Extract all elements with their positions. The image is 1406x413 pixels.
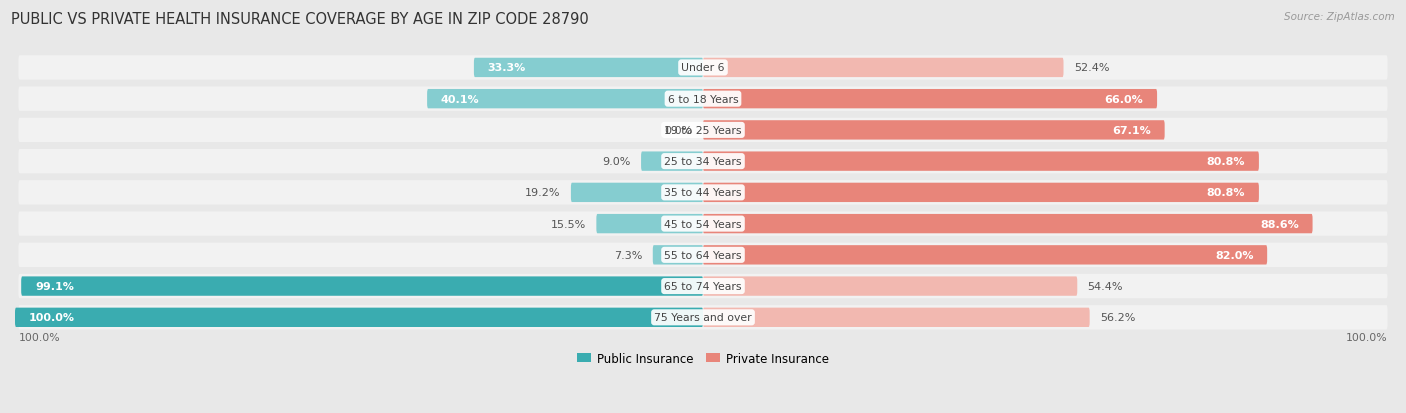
FancyBboxPatch shape: [18, 305, 1388, 330]
Text: 82.0%: 82.0%: [1215, 250, 1253, 260]
FancyBboxPatch shape: [641, 152, 703, 171]
Text: 6 to 18 Years: 6 to 18 Years: [668, 95, 738, 104]
Text: 54.4%: 54.4%: [1088, 281, 1123, 292]
FancyBboxPatch shape: [18, 150, 1388, 174]
Text: 19 to 25 Years: 19 to 25 Years: [664, 126, 742, 135]
FancyBboxPatch shape: [703, 214, 1313, 234]
Legend: Public Insurance, Private Insurance: Public Insurance, Private Insurance: [572, 347, 834, 370]
FancyBboxPatch shape: [18, 243, 1388, 267]
Text: 75 Years and over: 75 Years and over: [654, 313, 752, 323]
Text: 7.3%: 7.3%: [614, 250, 643, 260]
Text: 15.5%: 15.5%: [551, 219, 586, 229]
Text: 56.2%: 56.2%: [1099, 313, 1136, 323]
FancyBboxPatch shape: [18, 119, 1388, 143]
Text: 45 to 54 Years: 45 to 54 Years: [664, 219, 742, 229]
FancyBboxPatch shape: [18, 181, 1388, 205]
Text: 67.1%: 67.1%: [1112, 126, 1152, 135]
Text: 9.0%: 9.0%: [602, 157, 631, 167]
Text: Source: ZipAtlas.com: Source: ZipAtlas.com: [1284, 12, 1395, 22]
FancyBboxPatch shape: [15, 308, 703, 327]
FancyBboxPatch shape: [703, 90, 1157, 109]
FancyBboxPatch shape: [474, 59, 703, 78]
Text: 33.3%: 33.3%: [488, 63, 526, 73]
Text: 88.6%: 88.6%: [1260, 219, 1299, 229]
FancyBboxPatch shape: [18, 56, 1388, 81]
Text: 99.1%: 99.1%: [35, 281, 75, 292]
FancyBboxPatch shape: [703, 277, 1077, 296]
FancyBboxPatch shape: [703, 59, 1063, 78]
Text: 65 to 74 Years: 65 to 74 Years: [664, 281, 742, 292]
Text: PUBLIC VS PRIVATE HEALTH INSURANCE COVERAGE BY AGE IN ZIP CODE 28790: PUBLIC VS PRIVATE HEALTH INSURANCE COVER…: [11, 12, 589, 27]
Text: 100.0%: 100.0%: [18, 332, 60, 342]
FancyBboxPatch shape: [18, 274, 1388, 299]
FancyBboxPatch shape: [703, 152, 1258, 171]
FancyBboxPatch shape: [596, 214, 703, 234]
FancyBboxPatch shape: [427, 90, 703, 109]
FancyBboxPatch shape: [703, 121, 1164, 140]
Text: 52.4%: 52.4%: [1074, 63, 1109, 73]
Text: 19.2%: 19.2%: [524, 188, 561, 198]
FancyBboxPatch shape: [571, 183, 703, 202]
Text: 100.0%: 100.0%: [28, 313, 75, 323]
FancyBboxPatch shape: [18, 87, 1388, 112]
FancyBboxPatch shape: [703, 246, 1267, 265]
FancyBboxPatch shape: [21, 277, 703, 296]
FancyBboxPatch shape: [652, 246, 703, 265]
Text: 35 to 44 Years: 35 to 44 Years: [664, 188, 742, 198]
Text: 80.8%: 80.8%: [1206, 188, 1246, 198]
Text: 0.0%: 0.0%: [665, 126, 693, 135]
FancyBboxPatch shape: [18, 212, 1388, 236]
Text: 66.0%: 66.0%: [1105, 95, 1143, 104]
FancyBboxPatch shape: [703, 308, 1090, 327]
Text: 100.0%: 100.0%: [1346, 332, 1388, 342]
Text: Under 6: Under 6: [682, 63, 724, 73]
Text: 40.1%: 40.1%: [441, 95, 479, 104]
Text: 25 to 34 Years: 25 to 34 Years: [664, 157, 742, 167]
Text: 55 to 64 Years: 55 to 64 Years: [664, 250, 742, 260]
FancyBboxPatch shape: [703, 183, 1258, 202]
Text: 80.8%: 80.8%: [1206, 157, 1246, 167]
